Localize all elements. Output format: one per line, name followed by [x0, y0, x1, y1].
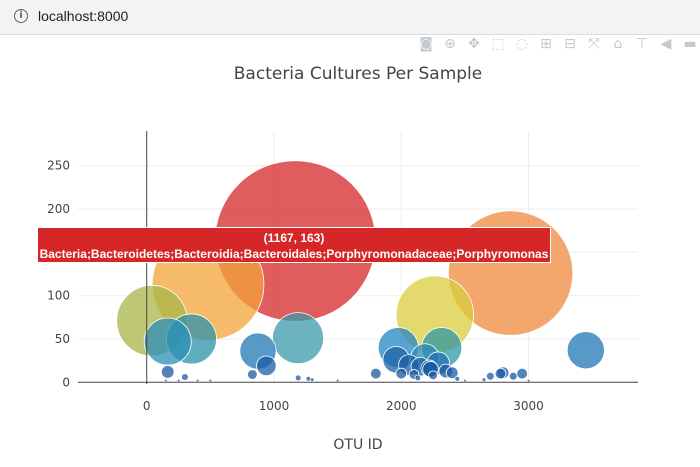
spike-lines-icon[interactable]: ⊤	[635, 36, 649, 52]
bubble-point[interactable]	[181, 373, 189, 381]
bubble-point[interactable]	[272, 312, 324, 364]
bubble-point[interactable]	[370, 367, 382, 380]
bubble-point[interactable]	[445, 366, 459, 380]
hover-closest-icon[interactable]: ◀	[660, 36, 672, 52]
bubble-point[interactable]	[526, 378, 531, 383]
tooltip-coordinates: (1167, 163)	[263, 231, 325, 245]
zoom-icon[interactable]: ⊕	[444, 36, 456, 52]
bubble-point[interactable]	[176, 378, 181, 383]
bubble-point[interactable]	[247, 369, 258, 380]
chart-title: Bacteria Cultures Per Sample	[233, 64, 483, 84]
hover-compare-icon[interactable]: ▬	[683, 36, 697, 52]
bubble-point[interactable]	[494, 367, 507, 380]
y-tick-label: 100	[47, 289, 70, 303]
bubble-point[interactable]	[463, 378, 467, 383]
bubble-point[interactable]	[414, 374, 422, 382]
bubble-point[interactable]	[160, 365, 175, 379]
reset-axes-icon[interactable]: ⌂	[613, 36, 623, 52]
bubble-point[interactable]	[454, 375, 461, 382]
axes: 0501001502002500100020003000	[47, 131, 638, 413]
lasso-icon[interactable]: ◌	[515, 36, 529, 52]
zoom-out-icon[interactable]: ⊟	[564, 36, 576, 52]
x-tick-label: 1000	[259, 399, 290, 413]
bubble-point[interactable]	[256, 355, 277, 377]
y-tick-label: 250	[47, 159, 70, 173]
bubble-point[interactable]	[395, 367, 408, 380]
x-axis-title: OTU ID	[333, 437, 383, 453]
tooltip-label: Bacteria;Bacteroidetes;Bacteroidia;Bacte…	[39, 247, 549, 261]
y-tick-label: 50	[55, 332, 70, 346]
hover-tooltip: (1167, 163) Bacteria;Bacteroidetes;Bacte…	[37, 227, 551, 263]
pan-icon[interactable]: ✥	[468, 36, 480, 52]
x-tick-label: 2000	[386, 399, 417, 413]
x-tick-label: 3000	[513, 399, 544, 413]
autoscale-icon[interactable]: ⤧	[588, 36, 600, 52]
plot-modebar: ◙ ⊕ ✥ ⬚ ◌ ⊞ ⊟ ⤧ ⌂ ⊤ ◀ ▬	[416, 36, 700, 52]
box-select-icon[interactable]: ⬚	[491, 36, 505, 52]
y-tick-label: 0	[62, 375, 70, 389]
zoom-in-icon[interactable]: ⊞	[540, 36, 552, 52]
bubble-point[interactable]	[516, 367, 528, 380]
camera-icon[interactable]: ◙	[419, 36, 433, 52]
bubble-point[interactable]	[508, 371, 518, 381]
bubble-point[interactable]	[481, 377, 487, 383]
bubble-point[interactable]	[486, 371, 495, 381]
info-icon[interactable]: i	[14, 9, 28, 23]
bubble-chart[interactable]: 0501001502002500100020003000	[0, 34, 700, 434]
bubble-point[interactable]	[163, 378, 168, 383]
bubble-point[interactable]	[335, 378, 340, 383]
bubble-point[interactable]	[428, 370, 438, 381]
browser-address-bar: i localhost:8000	[0, 0, 700, 35]
bubble-point[interactable]	[566, 331, 605, 370]
bubble-point[interactable]	[309, 377, 315, 383]
bubble-point[interactable]	[195, 378, 200, 383]
url-text[interactable]: localhost:8000	[38, 8, 129, 24]
y-tick-label: 200	[47, 202, 70, 216]
x-tick-label: 0	[143, 399, 151, 413]
bubble-layer	[116, 160, 605, 383]
bubble-point[interactable]	[294, 374, 302, 382]
bubble-point[interactable]	[208, 378, 213, 383]
bubble-point[interactable]	[143, 317, 192, 366]
